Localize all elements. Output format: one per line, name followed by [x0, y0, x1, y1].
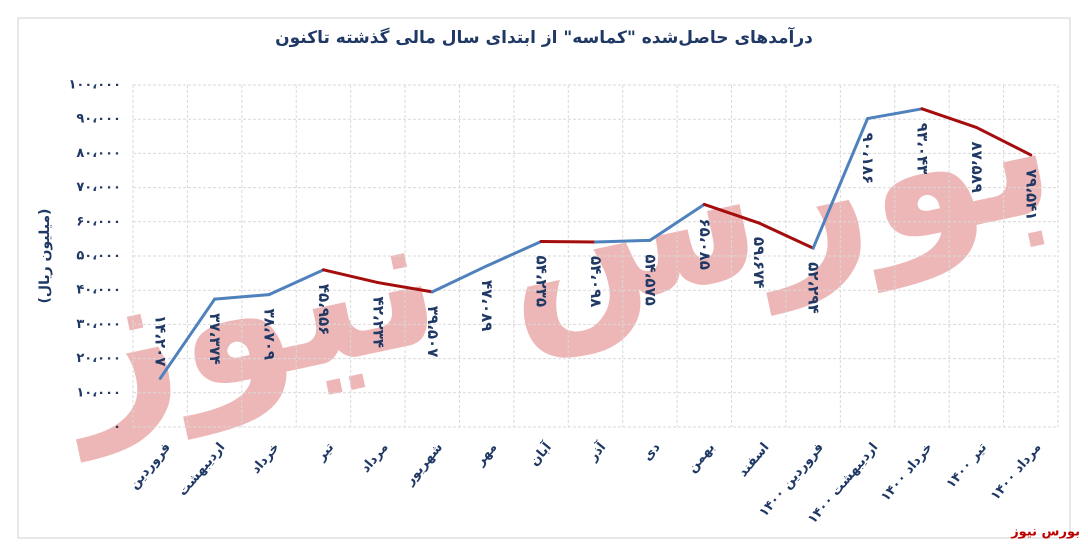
line-segment	[594, 238, 652, 244]
data-label: ۳۷،۳۷۴	[206, 313, 224, 364]
data-label: ۱۴،۲۰۷	[152, 315, 170, 366]
data-label: ۸۷،۵۸۹	[968, 141, 986, 192]
y-tick-label: ۱۰،۰۰۰	[76, 385, 121, 400]
y-tick-label: ۵۰،۰۰۰	[76, 249, 121, 264]
line-segment	[811, 117, 870, 250]
y-tick-label: ۲۰،۰۰۰	[76, 351, 121, 366]
line-segment	[920, 107, 978, 129]
data-label: ۴۷،۰۸۹	[478, 280, 496, 331]
line-segment	[757, 221, 815, 250]
y-tick-label: ۴۰،۰۰۰	[76, 283, 121, 298]
line-segment	[648, 202, 706, 242]
line-segment	[213, 293, 271, 301]
data-label: ۴۲،۲۳۴	[369, 297, 387, 348]
chart-title: درآمدهای حاصل‌شده "کماسه" از ابتدای سال …	[275, 26, 813, 48]
line-segment	[430, 264, 489, 294]
line-segment	[485, 240, 543, 268]
y-axis-label: (میلیون ریال)	[37, 209, 53, 304]
line-segment	[376, 281, 434, 294]
line-segment	[974, 125, 1033, 157]
data-label: ۹۳،۰۴۳	[913, 123, 931, 174]
line-segment	[702, 202, 761, 225]
data-label: ۵۴،۲۳۵	[533, 256, 551, 307]
y-tick-label: ۷۰،۰۰۰	[76, 180, 121, 195]
y-tick-label: ۸۰،۰۰۰	[76, 146, 121, 161]
line-segment	[321, 268, 380, 285]
line-segment	[158, 297, 217, 380]
data-label: ۴۵،۹۵۶	[315, 284, 333, 335]
data-label: ۵۹،۶۷۴	[750, 237, 768, 288]
y-tick-label: ۶۰،۰۰۰	[76, 214, 121, 229]
data-label: ۷۹،۵۴۱	[1022, 169, 1040, 220]
data-label: ۵۴،۵۷۵	[641, 254, 659, 305]
y-tick-label: ۹۰،۰۰۰	[76, 112, 121, 127]
line-segment	[866, 107, 924, 121]
source: بورس نیوز	[1010, 525, 1080, 540]
line-segment	[267, 268, 325, 297]
data-label: ۶۵،۰۸۵	[696, 218, 714, 269]
y-tick-label: ۳۰،۰۰۰	[76, 317, 121, 332]
data-label: ۳۹،۵۰۷	[424, 306, 442, 357]
data-label: ۵۴،۰۹۸	[587, 256, 605, 307]
y-tick-label: ۱۰۰،۰۰۰	[68, 78, 121, 93]
data-label: ۹۰،۱۸۶	[859, 133, 877, 184]
data-label: ۳۸،۷۰۹	[261, 309, 279, 360]
data-label: ۵۲،۲۹۴	[805, 262, 823, 313]
y-tick-label: ۰	[113, 420, 121, 435]
